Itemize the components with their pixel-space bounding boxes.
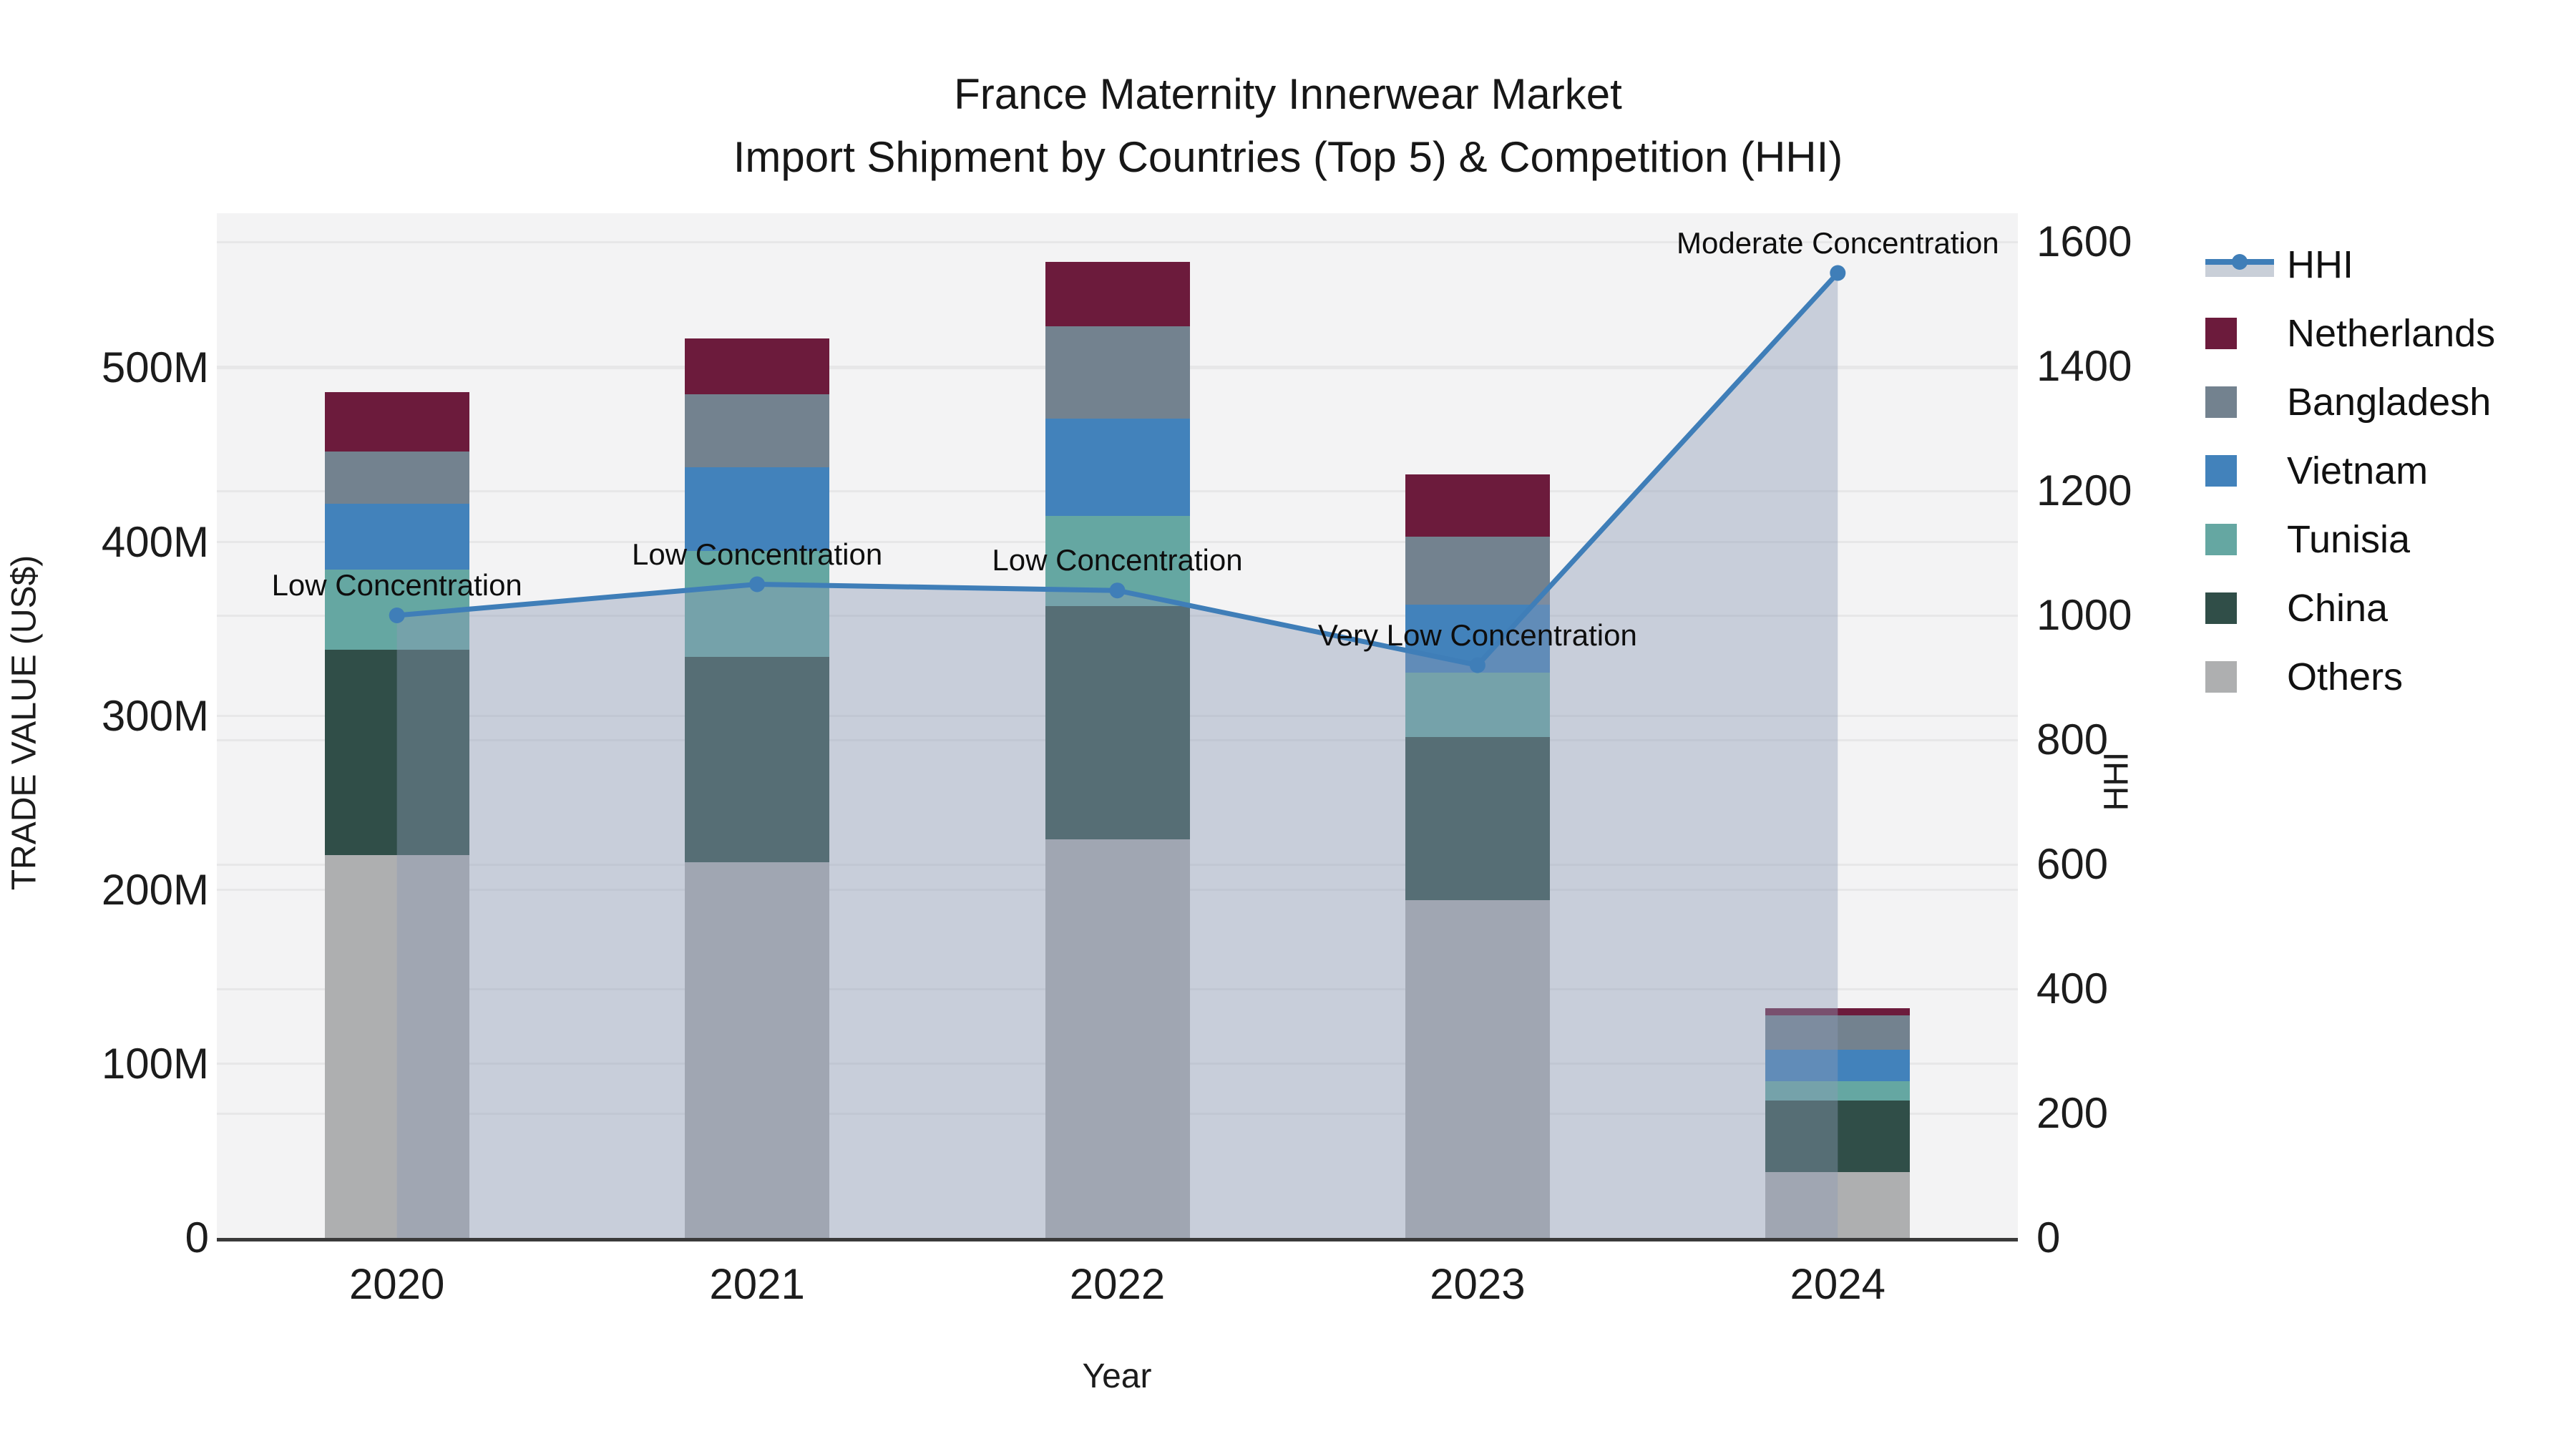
legend-swatch-bangladesh <box>2205 386 2237 418</box>
y-left-tick-400M: 400M <box>101 517 209 566</box>
legend-label-bangladesh: Bangladesh <box>2287 381 2492 424</box>
legend-swatch-china <box>2205 592 2237 624</box>
y-right-tick-1400: 1400 <box>2036 342 2132 391</box>
bar-segment-others-2020 <box>324 855 469 1238</box>
y-right-tick-200: 200 <box>2036 1089 2109 1137</box>
y-left-tick-200M: 200M <box>101 865 209 914</box>
legend-item-bangladesh: Bangladesh <box>2205 368 2495 436</box>
y-right-tick-600: 600 <box>2036 840 2109 888</box>
bar-segment-tunisia-2024 <box>1765 1081 1911 1101</box>
y-right-tick-400: 400 <box>2036 965 2109 1013</box>
bar-segment-vietnam-2020 <box>324 504 469 570</box>
legend-item-vietnam: Vietnam <box>2205 436 2495 505</box>
annotation-2024: Moderate Concentration <box>1676 225 1999 260</box>
bar-segment-others-2023 <box>1405 900 1550 1238</box>
hhi-marker-2023 <box>1469 657 1485 673</box>
legend-item-netherlands: Netherlands <box>2205 299 2495 368</box>
bar-segment-others-2021 <box>685 862 830 1238</box>
bar-segment-china-2021 <box>685 656 830 862</box>
legend-label-hhi: HHI <box>2287 243 2353 286</box>
hhi-marker-2024 <box>1830 265 1846 281</box>
y-right-tick-0: 0 <box>2036 1214 2061 1262</box>
bar-segment-bangladesh-2020 <box>324 452 469 504</box>
bar-segment-vietnam-2021 <box>685 467 830 551</box>
bar-segment-netherlands-2023 <box>1405 474 1550 537</box>
y-axis-label-right: HHI <box>2097 751 2136 811</box>
legend: HHI Netherlands Bangladesh Vietnam Tunisia Ch… <box>2205 230 2495 711</box>
hhi-line-icon <box>2205 249 2274 280</box>
bar-segment-tunisia-2023 <box>1405 672 1550 737</box>
y-left-tick-0: 0 <box>185 1214 209 1262</box>
hhi-area-fill <box>396 273 1838 1239</box>
bar-segment-bangladesh-2024 <box>1765 1015 1911 1050</box>
y-right-tick-1600: 1600 <box>2036 218 2132 266</box>
x-tick-2021: 2021 <box>709 1260 805 1308</box>
y-right-tick-800: 800 <box>2036 716 2109 763</box>
bar-segment-china-2023 <box>1405 736 1550 901</box>
legend-label-china: China <box>2287 587 2389 630</box>
legend-swatch-netherlands <box>2205 318 2237 349</box>
bar-segment-china-2022 <box>1045 606 1190 840</box>
legend-label-vietnam: Vietnam <box>2287 449 2429 492</box>
bar-segment-china-2024 <box>1765 1100 1911 1172</box>
bar-segment-china-2020 <box>324 650 469 856</box>
bar-segment-netherlands-2022 <box>1045 262 1190 327</box>
plot-area: Low Concentration Low Concentration Low Co… <box>217 213 2018 1241</box>
legend-item-hhi: HHI <box>2205 230 2495 299</box>
chart-title-line1: France Maternity Innerwear Market <box>954 70 1622 118</box>
hhi-line-layer <box>389 265 1846 1239</box>
y-left-tick-500M: 500M <box>101 343 209 392</box>
chart-title-line2: Import Shipment by Countries (Top 5) & C… <box>733 133 1843 181</box>
bar-segment-vietnam-2022 <box>1045 418 1190 517</box>
legend-label-others: Others <box>2287 655 2404 698</box>
x-tick-2023: 2023 <box>1430 1260 1526 1308</box>
y-right-tick-1200: 1200 <box>2036 467 2132 514</box>
annotation-2023: Very Low Concentration <box>1317 618 1637 652</box>
legend-item-china: China <box>2205 574 2495 643</box>
bar-segment-netherlands-2021 <box>685 338 830 394</box>
gridline <box>217 240 2018 243</box>
legend-swatch-tunisia <box>2205 524 2237 555</box>
bar-segment-bangladesh-2021 <box>685 394 830 467</box>
hhi-marker-2021 <box>749 576 766 592</box>
bar-segment-bangladesh-2023 <box>1405 537 1550 605</box>
y-right-tick-1000: 1000 <box>2036 591 2132 639</box>
annotation-2022: Low Concentration <box>992 543 1243 577</box>
legend-item-tunisia: Tunisia <box>2205 505 2495 574</box>
x-tick-2024: 2024 <box>1790 1260 1886 1308</box>
legend-label-tunisia: Tunisia <box>2287 518 2411 561</box>
legend-swatch-vietnam <box>2205 455 2237 487</box>
hhi-marker-2022 <box>1109 582 1126 599</box>
hhi-marker-dot <box>2232 254 2248 270</box>
x-tick-2022: 2022 <box>1069 1260 1166 1308</box>
chart-title: France Maternity Innerwear Market Import… <box>0 63 2576 189</box>
legend-label-netherlands: Netherlands <box>2287 312 2496 355</box>
bar-segment-vietnam-2024 <box>1765 1050 1911 1082</box>
bar-segment-bangladesh-2022 <box>1045 326 1190 419</box>
y-left-tick-100M: 100M <box>101 1039 209 1088</box>
annotation-2020: Low Concentration <box>271 568 522 602</box>
bar-segment-netherlands-2020 <box>324 392 469 452</box>
legend-swatch-others <box>2205 661 2237 693</box>
x-axis-label: Year <box>1082 1357 1152 1395</box>
bar-segment-netherlands-2024 <box>1765 1008 1911 1015</box>
y-axis-label-left: TRADE VALUE (US$) <box>5 555 44 891</box>
bar-segment-others-2024 <box>1765 1171 1911 1238</box>
annotation-2021: Low Concentration <box>631 537 883 571</box>
y-left-tick-300M: 300M <box>101 691 209 740</box>
legend-item-others: Others <box>2205 643 2495 711</box>
bar-segment-tunisia-2021 <box>685 550 830 657</box>
bar-segment-others-2022 <box>1045 839 1190 1238</box>
x-tick-2020: 2020 <box>348 1260 445 1308</box>
hhi-marker-2020 <box>389 608 405 624</box>
